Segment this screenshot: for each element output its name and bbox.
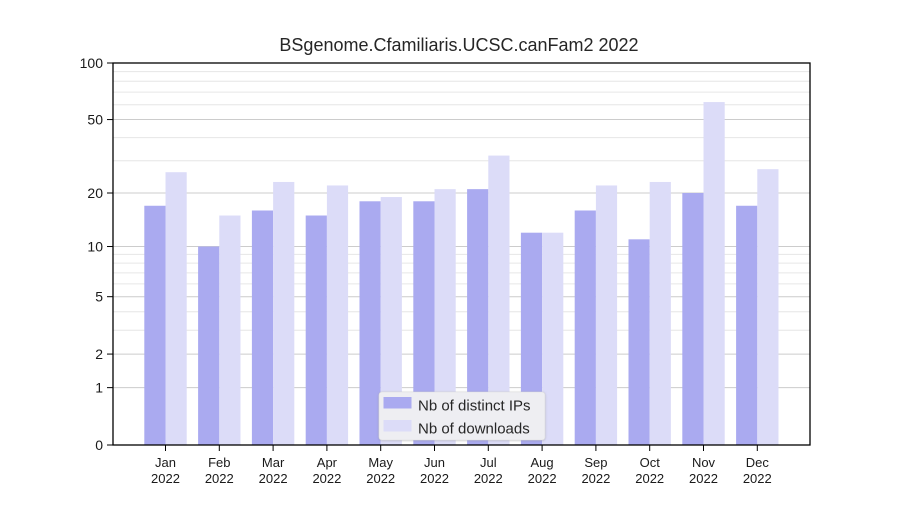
svg-text:2022: 2022 bbox=[689, 471, 718, 486]
svg-text:Jul: Jul bbox=[480, 455, 497, 470]
svg-text:0: 0 bbox=[95, 437, 103, 453]
svg-text:2022: 2022 bbox=[151, 471, 180, 486]
svg-text:1: 1 bbox=[95, 380, 103, 396]
svg-text:2022: 2022 bbox=[205, 471, 234, 486]
svg-text:Nb of downloads: Nb of downloads bbox=[418, 421, 530, 438]
svg-text:Jan: Jan bbox=[155, 455, 176, 470]
svg-text:2022: 2022 bbox=[743, 471, 772, 486]
svg-text:Aug: Aug bbox=[531, 455, 554, 470]
svg-text:10: 10 bbox=[87, 239, 103, 255]
svg-text:50: 50 bbox=[87, 112, 103, 128]
svg-text:BSgenome.Cfamiliaris.UCSC.canF: BSgenome.Cfamiliaris.UCSC.canFam2 2022 bbox=[279, 35, 638, 55]
svg-text:Nb of distinct IPs: Nb of distinct IPs bbox=[418, 398, 531, 415]
svg-text:2022: 2022 bbox=[259, 471, 288, 486]
svg-text:2022: 2022 bbox=[312, 471, 341, 486]
svg-text:Apr: Apr bbox=[317, 455, 338, 470]
svg-text:2: 2 bbox=[95, 346, 103, 362]
svg-text:2022: 2022 bbox=[528, 471, 557, 486]
svg-text:Jun: Jun bbox=[424, 455, 445, 470]
svg-text:Mar: Mar bbox=[262, 455, 285, 470]
svg-text:May: May bbox=[368, 455, 393, 470]
svg-text:20: 20 bbox=[87, 185, 103, 201]
svg-text:5: 5 bbox=[95, 289, 103, 305]
svg-text:2022: 2022 bbox=[420, 471, 449, 486]
svg-text:Nov: Nov bbox=[692, 455, 716, 470]
svg-text:2022: 2022 bbox=[474, 471, 503, 486]
svg-text:Sep: Sep bbox=[584, 455, 607, 470]
svg-text:2022: 2022 bbox=[581, 471, 610, 486]
svg-text:Dec: Dec bbox=[746, 455, 770, 470]
svg-text:Oct: Oct bbox=[640, 455, 661, 470]
svg-text:100: 100 bbox=[80, 55, 104, 71]
svg-text:Feb: Feb bbox=[208, 455, 230, 470]
svg-text:2022: 2022 bbox=[366, 471, 395, 486]
svg-text:2022: 2022 bbox=[635, 471, 664, 486]
